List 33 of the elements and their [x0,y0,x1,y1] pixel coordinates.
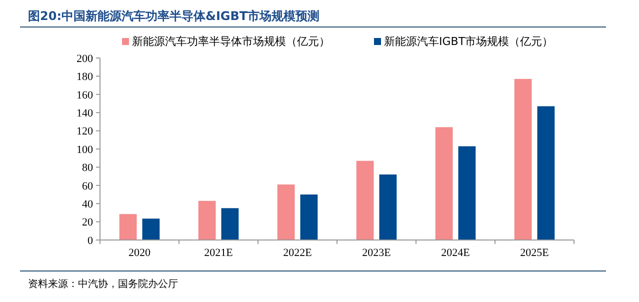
bar [356,160,374,240]
y-tick-label: 140 [76,107,94,120]
y-tick-label: 20 [82,216,94,229]
bar [379,174,397,240]
y-tick-label: 60 [82,180,94,192]
bar [537,106,555,240]
x-tick-label: 2023E [362,247,392,259]
y-tick-label: 200 [76,52,94,65]
bar [458,146,476,240]
y-tick-label: 180 [76,71,94,84]
y-tick-label: 100 [76,144,94,156]
bar [221,208,239,240]
bar [119,214,137,240]
y-tick-label: 40 [82,198,94,210]
x-tick-label: 2020 [128,247,151,259]
x-tick-label: 2024E [441,247,470,259]
y-tick-label: 160 [76,89,94,102]
x-tick-label: 2025E [520,247,550,259]
bar [277,184,295,240]
legend-label: 新能源汽车功率半导体市场规模（亿元） [132,35,330,48]
y-tick-label: 120 [76,126,94,138]
text: 资料来源：中汽协，国务院办公厅 [28,278,178,290]
legend-label: 新能源汽车IGBT市场规模（亿元） [384,35,554,48]
bar [142,218,160,240]
y-tick-label: 80 [82,162,94,174]
bar [435,127,453,240]
y-tick-label: 0 [88,234,94,247]
x-tick-label: 2021E [204,247,234,259]
bar [514,78,532,240]
x-tick-label: 2022E [283,247,312,259]
chart-title: 图20:中国新能源汽车功率半导体&IGBT市场规模预测 [28,9,320,23]
bar [300,194,318,240]
bar [198,200,216,240]
